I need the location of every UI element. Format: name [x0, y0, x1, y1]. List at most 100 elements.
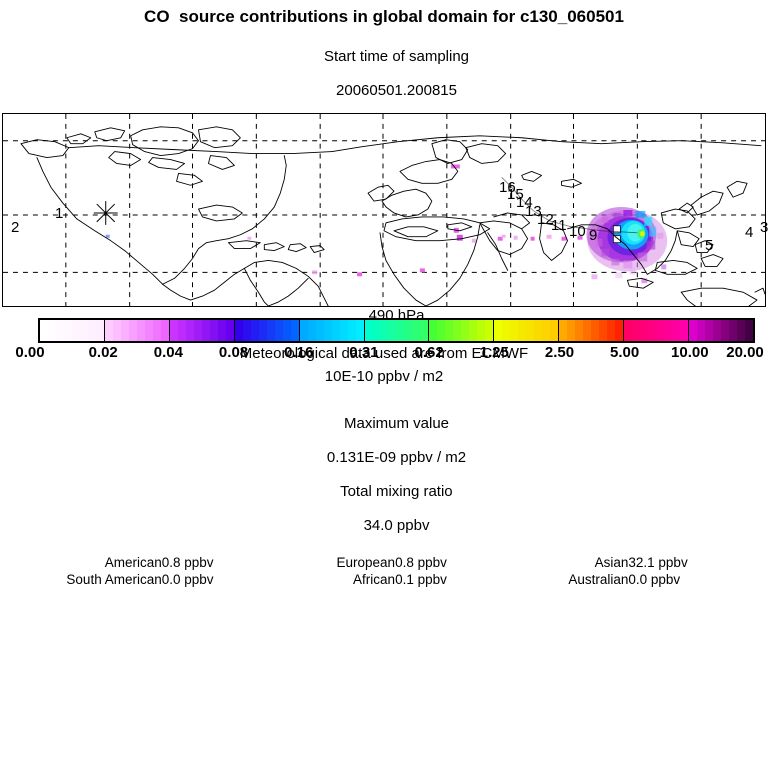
colorbar-step [274, 320, 283, 341]
colorbar-step [234, 320, 243, 341]
page-title: CO source contributions in global domain… [144, 7, 624, 26]
colorbar-step [112, 320, 121, 341]
colorbar-step [689, 320, 698, 341]
colorbar-step [648, 320, 657, 341]
colorbar-tick-0: 0.00 [15, 344, 45, 361]
colorbar-band-0 [40, 320, 105, 341]
colorbar-step [63, 320, 72, 341]
colorbar-step [47, 320, 56, 341]
colorbar-step [607, 320, 616, 341]
colorbar-step [71, 320, 80, 341]
colorbar-step [95, 320, 104, 341]
colorbar-step [445, 320, 454, 341]
table-row: South American 0.0 ppbv African 0.1 ppbv… [40, 571, 740, 588]
map-gridlines [3, 114, 765, 306]
world-map [3, 114, 765, 306]
table-row: American 0.8 ppbv European 0.8 ppbv Asia… [40, 554, 740, 571]
colorbar-step [177, 320, 186, 341]
statistics-block: Maximum value 0.131E-09 ppbv / m2 Total … [0, 398, 768, 588]
colorbar-step [469, 320, 478, 341]
region-value: 0.1 ppbv [395, 572, 447, 587]
colorbar-step [104, 320, 113, 341]
colorbar-step [144, 320, 153, 341]
colorbar-step [591, 320, 600, 341]
colorbar-step [721, 320, 729, 341]
colorbar-step [437, 320, 446, 341]
colorbar-step [87, 320, 96, 341]
colorbar-step [461, 320, 470, 341]
region-label: African [353, 572, 396, 587]
colorbar-step [550, 320, 559, 341]
region-label: Australian [568, 572, 629, 587]
colorbar-step [290, 320, 299, 341]
colorbar-step [632, 320, 641, 341]
colorbar-step [697, 320, 706, 341]
colorbar-step [380, 320, 389, 341]
summary-line: Maximum value 0.131E-09 ppbv / m2 Total … [0, 398, 768, 551]
region-value: 0.0 ppbv [628, 572, 681, 587]
colorbar-step [315, 320, 324, 341]
concentration-plume-asia [586, 207, 668, 279]
region-label: American [104, 555, 162, 570]
colorbar-tick-2: 0.04 [153, 344, 183, 361]
map-panel [2, 113, 766, 307]
colorbar-tick-9: 5.00 [610, 344, 640, 361]
region-value: 0.0 ppbv [161, 572, 214, 587]
colorbar-step [193, 320, 202, 341]
colorbar-step [372, 320, 381, 341]
colorbar-step [152, 320, 161, 341]
colorbar-step [736, 320, 745, 341]
region-label: Asian [594, 555, 629, 570]
colorbar-step [599, 320, 608, 341]
region-value: 32.1 ppbv [628, 555, 688, 570]
colorbar-step [323, 320, 332, 341]
colorbar-band-2 [169, 320, 235, 341]
colorbar-tick-10: 10.00 [671, 344, 709, 361]
colorbar-step [347, 320, 356, 341]
colorbar-step [160, 320, 169, 341]
colorbar-step [705, 320, 714, 341]
colorbar-step [510, 320, 519, 341]
colorbar-step [640, 320, 649, 341]
map-coastlines [20, 126, 765, 306]
colorbar-step [583, 320, 592, 341]
colorbar-step [242, 320, 251, 341]
colorbar-step [567, 320, 576, 341]
colorbar-step [615, 320, 624, 341]
colorbar-step [307, 320, 316, 341]
colorbar-tick-5: 0.31 [349, 344, 379, 361]
start-time-value: 20060501.200815 [336, 82, 457, 99]
colorbar-band-7 [494, 320, 560, 341]
meteorology-line: Meteorological data used are from ECMWF [239, 345, 529, 362]
colorbar-step [420, 320, 429, 341]
total-mixing-ratio-value: 34.0 ppbv [363, 517, 430, 534]
colorbar-band-10 [689, 320, 753, 341]
colorbar-step [282, 320, 291, 341]
colorbar-step [185, 320, 194, 341]
back-trajectory-path [501, 177, 638, 234]
colorbar-step [485, 320, 494, 341]
colorbar-step [120, 320, 129, 341]
max-value: 0.131E-09 ppbv / m2 [326, 449, 467, 466]
colorbar-step [404, 320, 413, 341]
colorbar-step [664, 320, 673, 341]
colorbar-step [128, 320, 137, 341]
colorbar-step [217, 320, 226, 341]
colorbar-band-6 [429, 320, 495, 341]
colorbar-step [477, 320, 486, 341]
colorbar-tick-7: 1.25 [479, 344, 509, 361]
colorbar-step [680, 320, 689, 341]
colorbar [38, 318, 755, 343]
colorbar-step [575, 320, 584, 341]
region-value: 0.8 ppbv [395, 555, 447, 570]
colorbar-step [624, 320, 633, 341]
colorbar-step [396, 320, 405, 341]
colorbar-tick-6: 0.62 [414, 344, 444, 361]
colorbar-band-9 [624, 320, 690, 341]
colorbar-step [201, 320, 210, 341]
colorbar-step [225, 320, 234, 341]
colorbar-step [713, 320, 721, 341]
region-contributions-table: American 0.8 ppbv European 0.8 ppbv Asia… [40, 554, 740, 588]
colorbar-step [250, 320, 259, 341]
